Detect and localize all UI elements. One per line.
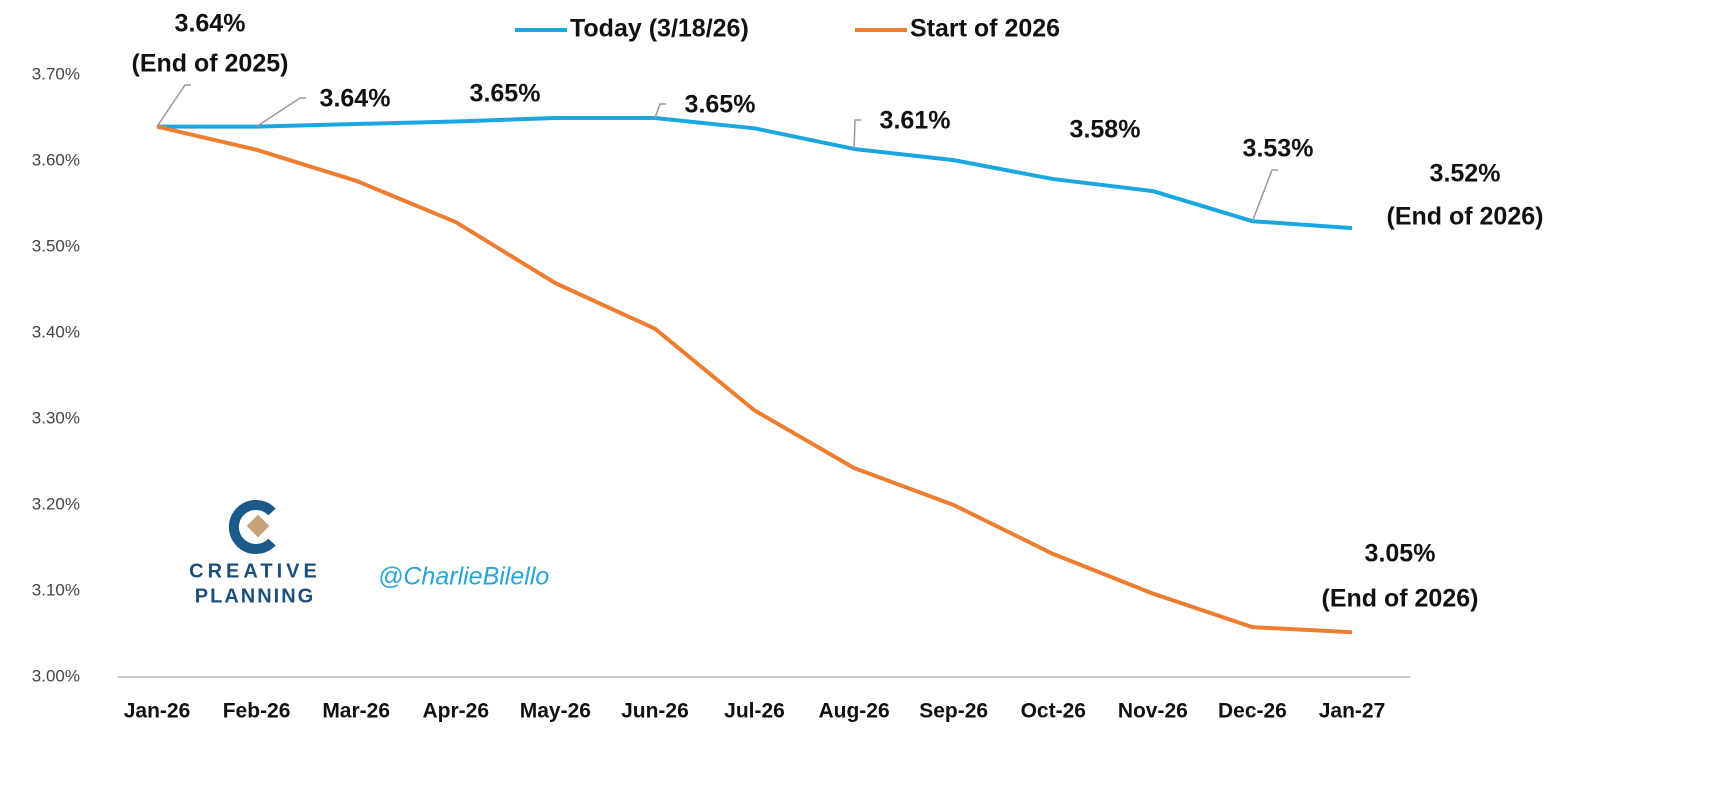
logo-diamond bbox=[246, 514, 270, 538]
y-tick-label: 3.40% bbox=[32, 322, 80, 341]
leader-line bbox=[853, 119, 861, 149]
x-tick-label: Dec-26 bbox=[1218, 700, 1287, 723]
logo bbox=[228, 500, 276, 554]
legend-label: Start of 2026 bbox=[910, 15, 1060, 43]
x-tick-label: Sep-26 bbox=[919, 700, 988, 723]
brand: CREATIVE bbox=[189, 560, 321, 582]
series-line bbox=[157, 116, 1353, 231]
data-label: 3.52% bbox=[1430, 160, 1501, 188]
y-tick-label: 3.60% bbox=[32, 150, 80, 169]
leader-line bbox=[654, 103, 666, 119]
data-label: 3.58% bbox=[1070, 116, 1141, 144]
x-tick-label: Nov-26 bbox=[1118, 700, 1188, 723]
annotation: (End of 2025) bbox=[132, 50, 289, 78]
y-tick-label: 3.20% bbox=[32, 494, 80, 513]
leader-line bbox=[1251, 169, 1278, 222]
x-tick-label: Oct-26 bbox=[1021, 700, 1086, 723]
x-tick-label: Feb-26 bbox=[223, 700, 291, 723]
logo-icon bbox=[228, 500, 276, 554]
data-label: 3.65% bbox=[685, 91, 756, 119]
handle: @CharlieBilello bbox=[378, 563, 549, 591]
leader-line bbox=[256, 97, 306, 128]
y-tick-label: 3.10% bbox=[32, 580, 80, 599]
x-tick-label: Jan-26 bbox=[124, 700, 191, 723]
y-tick-label: 3.30% bbox=[32, 408, 80, 427]
x-tick-label: May-26 bbox=[520, 700, 591, 723]
leader-line bbox=[156, 84, 191, 128]
y-tick-label: 3.70% bbox=[32, 64, 80, 83]
brand: PLANNING bbox=[195, 585, 315, 607]
x-tick-label: Aug-26 bbox=[818, 700, 889, 723]
annotation: (End of 2026) bbox=[1387, 203, 1544, 231]
y-tick-label: 3.00% bbox=[32, 666, 80, 685]
data-label: 3.05% bbox=[1365, 540, 1436, 568]
data-label: 3.64% bbox=[320, 85, 391, 113]
x-tick-label: Apr-26 bbox=[422, 700, 489, 723]
data-label: 3.53% bbox=[1243, 135, 1314, 163]
annotation: (End of 2026) bbox=[1322, 585, 1479, 613]
data-label: 3.61% bbox=[880, 107, 951, 135]
x-tick-label: Jan-27 bbox=[1319, 700, 1386, 723]
data-label: 3.64% bbox=[175, 10, 246, 38]
legend-label: Today (3/18/26) bbox=[570, 15, 749, 43]
x-tick-label: Jun-26 bbox=[621, 700, 689, 723]
series-line bbox=[156, 124, 1353, 635]
x-tick-label: Jul-26 bbox=[724, 700, 785, 723]
y-tick-label: 3.50% bbox=[32, 236, 80, 255]
x-tick-label: Mar-26 bbox=[322, 700, 390, 723]
data-label: 3.65% bbox=[470, 80, 541, 108]
